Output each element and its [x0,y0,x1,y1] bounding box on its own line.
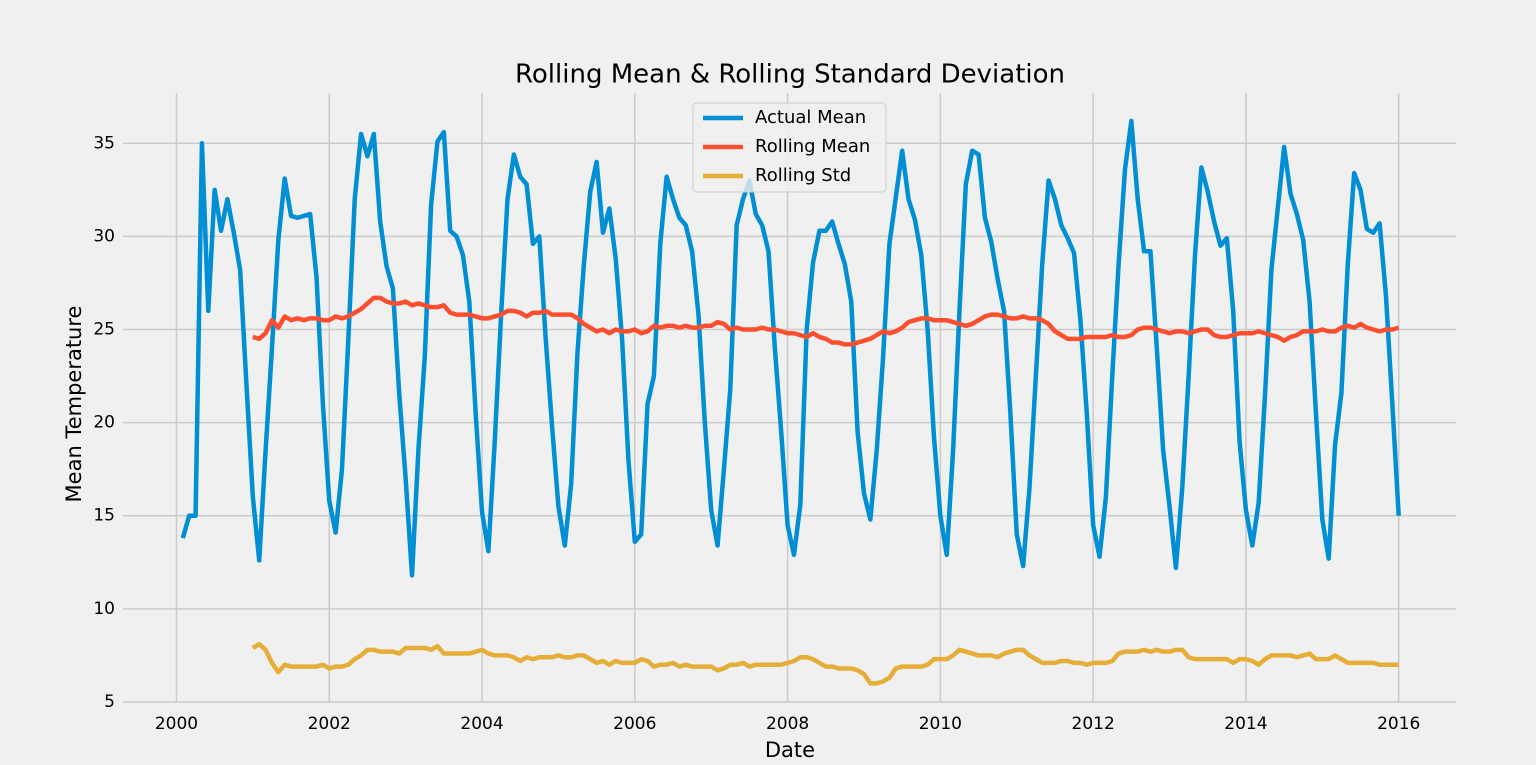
x-tick-label: 2006 [613,714,656,734]
y-tick-label: 15 [93,506,115,526]
legend-label: Rolling Std [755,165,851,186]
x-tick-label: 2016 [1377,714,1420,734]
x-tick-label: 2004 [460,714,503,734]
x-tick-label: 2010 [919,714,962,734]
x-axis-label: Date [765,738,815,762]
y-tick-label: 5 [104,692,115,712]
y-tick-label: 20 [93,413,115,433]
series-line [251,641,1399,686]
series-line [252,295,1400,347]
y-tick-label: 25 [93,320,115,340]
legend-box [692,102,887,193]
chart-title: Rolling Mean & Rolling Standard Deviatio… [515,60,1065,90]
x-tick-label: 2012 [1072,714,1115,734]
y-axis-label: Mean Temperature [62,306,86,503]
lines [180,118,1401,686]
y-tick-label: 10 [93,599,115,619]
x-tick-label: 2014 [1224,714,1267,734]
y-tick-label: 30 [93,226,115,246]
grid [123,93,1456,703]
x-tick-label: 2002 [308,714,351,734]
y-tick-label: 35 [93,133,115,153]
legend: Actual Mean Rolling Mean Rolling Std [692,102,887,193]
x-tick-label: 2008 [766,714,809,734]
x-tick-label: 2000 [155,714,198,734]
series-line [180,118,1401,578]
legend-label: Rolling Mean [755,136,870,157]
legend-label: Actual Mean [755,107,866,128]
